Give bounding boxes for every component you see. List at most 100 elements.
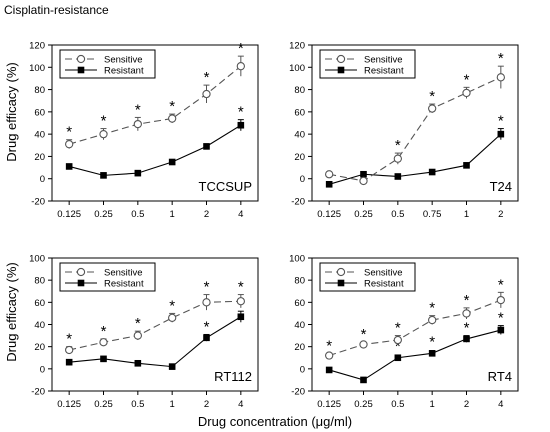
y-tick-label: 20: [34, 342, 45, 353]
series-line-sensitive: [329, 76, 502, 182]
data-point-sensitive: [133, 331, 142, 340]
legend-marker-resistant: [77, 279, 85, 287]
y-tick-label: 20: [294, 342, 305, 353]
significance-marker: *: [135, 101, 141, 118]
significance-marker: *: [204, 279, 210, 296]
significance-marker: *: [429, 300, 435, 317]
significance-marker: *: [429, 334, 435, 351]
data-point-resistant: [100, 355, 107, 363]
x-tick-label: 0.25: [94, 209, 113, 220]
series-line-sensitive: [69, 65, 242, 145]
x-tick-label: 0.125: [317, 399, 341, 410]
legend-label-sensitive: Sensitive: [104, 55, 143, 66]
panel-title: TCCSUP: [199, 179, 252, 194]
y-tick-label: -20: [291, 387, 305, 398]
series-line-resistant: [329, 329, 501, 381]
legend-box: [59, 262, 156, 292]
legend-marker-sensitive: [336, 267, 346, 277]
x-tick-label: 4: [238, 399, 243, 410]
figure-title: Cisplatin-resistance: [4, 3, 109, 17]
data-point-resistant: [168, 158, 176, 166]
x-tick-label: 0.125: [57, 209, 81, 220]
legend-label-resistant: Resistant: [104, 279, 144, 290]
y-tick-label: 60: [294, 298, 305, 309]
y-tick-label: 60: [34, 107, 45, 118]
series-line-resistant: [69, 124, 242, 176]
significance-marker: *: [464, 292, 470, 309]
y-tick-label: 80: [294, 85, 305, 96]
significance-marker: *: [464, 71, 470, 88]
y-tick-label: 0: [40, 174, 45, 185]
x-tick-label: 0.125: [57, 399, 81, 410]
legend-label-sensitive: Sensitive: [104, 268, 143, 279]
data-point-resistant: [134, 359, 142, 367]
series-line-resistant: [329, 133, 502, 185]
x-tick-label: 2: [464, 399, 469, 410]
y-tick-label: 100: [289, 254, 305, 265]
x-tick-label: 4: [238, 209, 243, 220]
data-point-sensitive: [236, 297, 245, 306]
data-point-sensitive: [65, 345, 74, 355]
significance-marker: *: [101, 323, 107, 340]
significance-marker: *: [429, 88, 435, 105]
data-point-sensitive: [99, 129, 108, 139]
significance-marker: *: [498, 276, 504, 293]
data-point-sensitive: [202, 89, 211, 99]
data-point-resistant: [65, 163, 73, 170]
x-tick-label: 2: [204, 209, 209, 220]
series-sensitive: ******: [65, 279, 245, 355]
x-tick-label: 1: [464, 209, 469, 220]
x-tick-label: 0.25: [354, 209, 373, 220]
data-point-sensitive: [133, 119, 142, 129]
y-tick-label: -20: [31, 387, 45, 398]
y-tick-label: -20: [31, 197, 45, 208]
data-point-resistant: [237, 313, 245, 321]
legend-label-resistant: Resistant: [104, 66, 144, 77]
significance-marker: *: [326, 337, 332, 354]
data-point-sensitive: [393, 154, 402, 163]
significance-marker: *: [498, 50, 504, 67]
data-point-resistant: [394, 173, 402, 180]
plot-frame: [311, 44, 519, 202]
series-sensitive: ******: [65, 40, 245, 149]
significance-marker: *: [101, 113, 107, 130]
data-point-sensitive: [99, 338, 108, 347]
data-point-resistant: [428, 350, 436, 357]
data-point-sensitive: [496, 73, 505, 82]
significance-marker: *: [238, 279, 244, 296]
significance-marker: *: [204, 318, 210, 335]
data-point-sensitive: [168, 114, 177, 123]
significance-marker: *: [135, 315, 141, 332]
data-point-resistant: [360, 170, 367, 178]
shared-y-axis-label: Drug efficacy (%): [4, 62, 19, 161]
data-point-resistant: [325, 180, 333, 188]
significance-marker: *: [498, 310, 504, 327]
y-tick-label: 20: [34, 152, 45, 163]
legend-marker-sensitive: [336, 54, 346, 64]
significance-marker: *: [498, 113, 504, 130]
data-point-resistant: [428, 168, 436, 176]
series-sensitive: * * * * * *: [325, 276, 505, 360]
significance-marker: *: [169, 98, 175, 115]
data-point-resistant: [497, 130, 505, 138]
y-tick-label: 80: [34, 85, 45, 96]
y-tick-label: 60: [294, 107, 305, 118]
x-tick-label: 2: [204, 399, 209, 410]
x-tick-label: 4: [498, 399, 503, 410]
y-tick-label: 60: [34, 298, 45, 309]
data-point-sensitive: [325, 351, 334, 360]
y-tick-label: -20: [291, 197, 305, 208]
legend-label-resistant: Resistant: [364, 279, 404, 290]
y-tick-label: 0: [300, 174, 305, 185]
legend-box: [59, 49, 156, 79]
data-point-sensitive: [359, 176, 368, 186]
shared-y-axis-label-lower: Drug efficacy (%): [4, 262, 19, 361]
data-point-sensitive: [428, 315, 437, 325]
y-tick-label: 120: [289, 41, 305, 52]
data-point-sensitive: [496, 295, 505, 305]
x-tick-label: 0.25: [94, 399, 113, 410]
